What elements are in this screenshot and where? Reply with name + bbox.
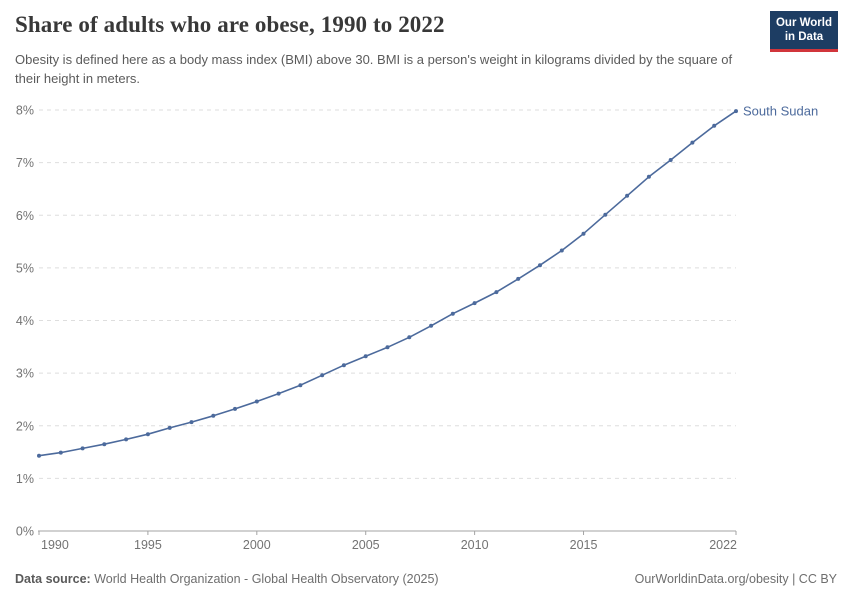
data-point[interactable] <box>450 311 455 316</box>
data-point[interactable] <box>712 123 717 128</box>
data-point[interactable] <box>298 383 303 388</box>
x-axis-tick-label: 1990 <box>41 538 69 552</box>
chart-subtitle: Obesity is defined here as a body mass i… <box>15 52 733 86</box>
data-point[interactable] <box>58 450 63 455</box>
y-axis-tick-label: 5% <box>16 261 34 275</box>
owid-logo-line2: in Data <box>784 31 824 44</box>
x-axis-tick-label: 2010 <box>461 538 489 552</box>
data-point[interactable] <box>233 406 237 411</box>
y-axis-tick-label: 0% <box>16 525 34 539</box>
x-axis-tick-label: 2022 <box>709 538 737 552</box>
x-axis-tick-label: 2000 <box>243 538 271 552</box>
x-axis-tick-label: 2015 <box>570 538 598 552</box>
y-axis-tick-label: 4% <box>16 314 34 328</box>
data-point[interactable] <box>341 363 346 368</box>
y-axis-tick-label: 6% <box>16 209 34 223</box>
data-point[interactable] <box>145 432 150 437</box>
data-source: Data source: World Health Organization -… <box>15 572 439 586</box>
chart-footer: Data source: World Health Organization -… <box>15 572 837 586</box>
data-point[interactable] <box>494 290 499 295</box>
x-axis-tick-label: 2005 <box>352 538 380 552</box>
data-point[interactable] <box>668 158 673 162</box>
data-point[interactable] <box>603 212 608 217</box>
data-point[interactable] <box>320 373 325 378</box>
data-point[interactable] <box>538 263 542 268</box>
data-point[interactable] <box>276 391 281 396</box>
data-point[interactable] <box>472 301 477 306</box>
data-point[interactable] <box>102 442 107 447</box>
page-title: Share of adults who are obese, 1990 to 2… <box>15 12 445 37</box>
data-source-label: Data source: <box>15 572 91 586</box>
data-point[interactable] <box>385 345 390 350</box>
y-axis-tick-label: 7% <box>16 156 34 170</box>
data-point[interactable] <box>37 453 41 458</box>
data-point[interactable] <box>429 323 434 328</box>
data-point[interactable] <box>559 248 564 253</box>
data-point[interactable] <box>80 446 85 451</box>
y-axis-tick-label: 2% <box>16 419 34 433</box>
data-point[interactable] <box>690 140 695 145</box>
data-point[interactable] <box>167 425 172 430</box>
data-point[interactable] <box>581 231 586 236</box>
y-axis-tick-label: 8% <box>16 104 34 118</box>
data-point[interactable] <box>646 174 651 179</box>
credit-link[interactable]: OurWorldinData.org/obesity | CC BY <box>634 572 837 586</box>
y-axis-tick-label: 1% <box>16 472 34 486</box>
data-point[interactable] <box>254 399 259 404</box>
data-point[interactable] <box>625 193 630 198</box>
data-point[interactable] <box>189 420 194 425</box>
owid-logo[interactable]: Our World in Data <box>770 11 838 52</box>
data-point[interactable] <box>363 354 368 359</box>
series-label[interactable]: South Sudan <box>743 104 818 119</box>
data-point[interactable] <box>124 437 129 442</box>
owid-logo-line1: Our World <box>775 17 832 29</box>
data-source-text: World Health Organization - Global Healt… <box>94 572 439 586</box>
x-axis-tick-label: 1995 <box>134 538 162 552</box>
data-point[interactable] <box>407 335 412 340</box>
data-point[interactable] <box>516 276 521 281</box>
line-chart: 0% 1% 2% 3% 4% 5% 6% 7% 8% 1990 1995 2000 2005 2010 20… <box>16 104 818 553</box>
data-point[interactable] <box>211 413 216 418</box>
data-point[interactable] <box>734 109 738 114</box>
y-axis-tick-label: 3% <box>16 367 34 381</box>
